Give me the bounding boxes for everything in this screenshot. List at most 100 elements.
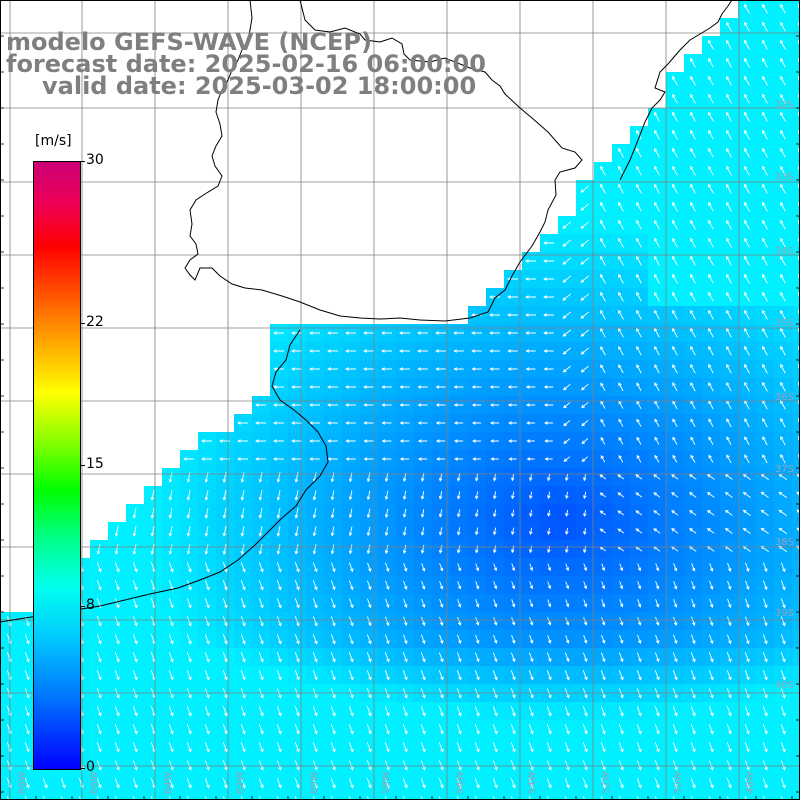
wind-arrow <box>457 581 462 590</box>
wind-arrow <box>186 742 192 753</box>
colorbar-tick-label: 15 <box>86 455 104 472</box>
wind-arrow <box>544 457 553 461</box>
wind-arrow <box>399 385 410 389</box>
wind-arrow <box>582 796 586 800</box>
wind-arrow <box>564 652 570 663</box>
wind-arrow <box>727 562 732 572</box>
wind-arrow <box>744 3 750 14</box>
wind-arrow <box>456 491 461 500</box>
wind-arrow <box>688 474 697 480</box>
wind-arrow <box>186 652 192 663</box>
wind-arrow <box>456 670 462 681</box>
wind-arrow <box>654 436 660 445</box>
wind-arrow <box>547 563 552 572</box>
wind-arrow <box>724 527 733 534</box>
wind-arrow <box>655 599 660 608</box>
speed-cell <box>792 756 800 775</box>
wind-arrow <box>618 273 624 284</box>
wind-arrow <box>529 581 534 590</box>
wind-arrow <box>456 742 462 753</box>
wind-arrow <box>294 562 300 573</box>
speed-cell <box>792 612 800 631</box>
wind-arrow <box>348 724 354 735</box>
wind-arrow <box>780 237 786 248</box>
wind-arrow <box>204 652 210 663</box>
wind-arrow <box>402 490 407 501</box>
wind-arrow <box>186 598 192 609</box>
wind-arrow <box>366 490 371 501</box>
speed-cell <box>792 144 800 163</box>
wind-arrow <box>402 652 408 663</box>
wind-arrow <box>294 634 300 645</box>
wind-arrow <box>507 367 518 371</box>
wind-arrow <box>273 331 284 335</box>
wind-arrow <box>708 454 714 463</box>
wind-arrow <box>690 724 696 735</box>
wind-arrow <box>222 796 226 800</box>
speed-cell <box>702 792 721 800</box>
wind-arrow <box>546 706 552 717</box>
wind-arrow <box>457 563 462 572</box>
wind-arrow <box>762 634 768 645</box>
wind-arrow <box>474 670 480 681</box>
wind-arrow <box>510 473 515 482</box>
wind-arrow <box>420 634 426 645</box>
wind-arrow <box>507 385 518 389</box>
wind-arrow <box>363 385 374 389</box>
wind-arrow <box>366 544 371 555</box>
speed-cell <box>522 792 541 800</box>
wind-arrow <box>600 346 606 356</box>
title-valid-date: valid date: 2025-03-02 18:00:00 <box>42 72 477 100</box>
wind-arrow <box>600 652 606 663</box>
speed-cell <box>792 342 800 361</box>
wind-arrow <box>132 508 137 519</box>
wind-arrow <box>312 508 317 519</box>
wind-arrow <box>708 670 714 681</box>
wind-arrow <box>489 295 500 299</box>
wind-arrow <box>309 439 320 443</box>
wind-arrow <box>726 436 732 446</box>
wind-arrow <box>708 382 714 392</box>
wind-arrow <box>708 418 714 428</box>
wind-arrow <box>456 778 462 789</box>
wind-arrow <box>168 796 172 800</box>
wind-arrow <box>474 491 479 500</box>
wind-arrow <box>132 526 137 537</box>
wind-arrow <box>420 491 425 500</box>
wind-arrow <box>348 580 354 591</box>
wind-arrow <box>42 796 46 800</box>
wind-arrow <box>276 598 282 609</box>
wind-arrow <box>528 670 534 681</box>
wind-arrow <box>672 237 678 248</box>
longitude-label: 64W <box>163 771 174 794</box>
wind-arrow <box>543 385 554 389</box>
wind-arrow <box>726 237 732 248</box>
wind-arrow <box>525 295 536 299</box>
wind-arrow <box>493 599 498 608</box>
latitude-label: 39S <box>774 608 794 619</box>
wind-arrow <box>330 778 336 789</box>
wind-arrow <box>403 562 408 572</box>
wind-arrow <box>726 634 732 645</box>
wind-arrow <box>726 363 732 374</box>
wind-arrow <box>580 365 589 373</box>
wind-arrow <box>330 652 336 663</box>
wind-arrow <box>582 706 588 717</box>
wind-arrow <box>637 634 642 644</box>
wind-arrow <box>635 510 643 516</box>
wind-arrow <box>291 439 302 443</box>
wind-arrow <box>222 544 227 555</box>
latitude-label: 34S <box>774 246 794 257</box>
wind-arrow <box>744 796 748 800</box>
wind-arrow <box>222 634 228 645</box>
wind-arrow <box>222 580 228 591</box>
wind-arrow <box>471 421 482 425</box>
wind-arrow <box>381 439 392 443</box>
wind-arrow <box>168 616 174 627</box>
wind-arrow <box>671 528 679 534</box>
wind-arrow <box>760 527 769 534</box>
wind-arrow <box>150 508 155 519</box>
wind-arrow <box>726 93 732 104</box>
colorbar-tick-label: 8 <box>86 597 95 614</box>
wind-arrow <box>222 508 227 519</box>
